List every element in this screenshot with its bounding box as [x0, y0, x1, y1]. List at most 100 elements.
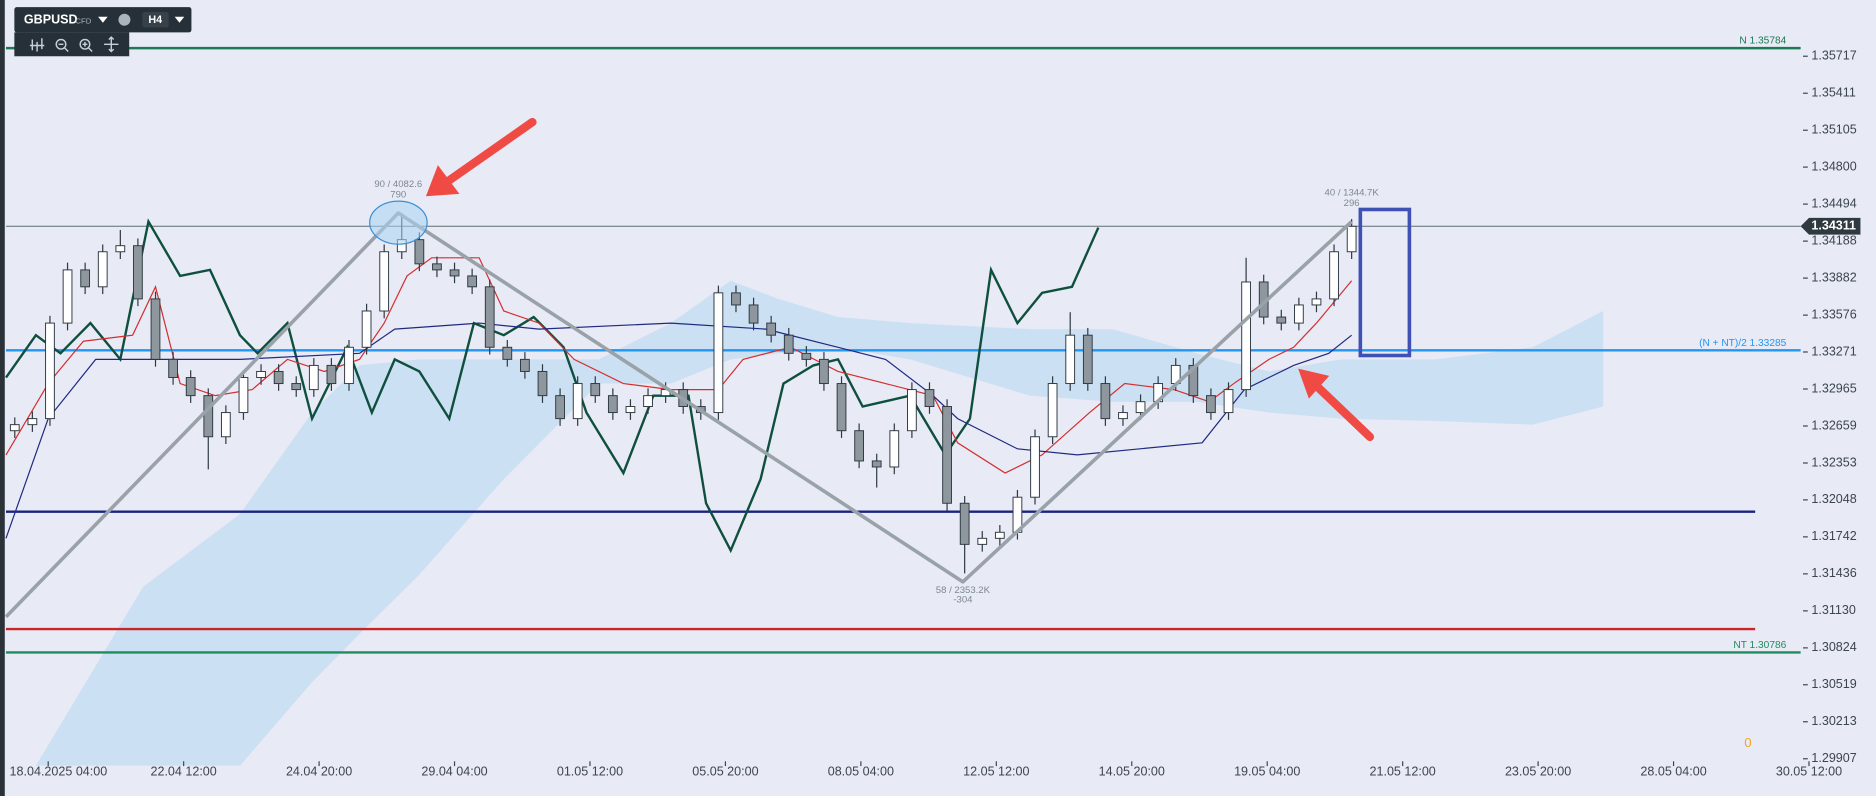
x-tick-label: 21.05 12:00: [1370, 764, 1436, 778]
y-tick-label: 1.35717: [1811, 49, 1856, 63]
y-tick-label: 1.33576: [1811, 307, 1856, 321]
candle-body: [133, 245, 143, 300]
candle-body: [520, 358, 530, 372]
dropdown[interactable]: [98, 16, 108, 23]
y-tick-label: 1.31436: [1811, 566, 1856, 580]
candle-body: [1188, 364, 1199, 397]
zoom-out-icon[interactable]: [58, 43, 69, 52]
toolbar-bottom: [14, 32, 130, 57]
y-tick-label: 1.29907: [1811, 751, 1856, 765]
candle-body: [502, 346, 513, 360]
candle-body: [1241, 281, 1251, 391]
candle-body: [783, 334, 794, 354]
y-tick-label: 1.33882: [1811, 270, 1856, 284]
candle-body: [379, 251, 390, 312]
candle-body: [1346, 225, 1357, 253]
y-tick-label: 1.32048: [1811, 492, 1856, 506]
y-tick-label: 1.34188: [1811, 233, 1856, 247]
candle-body: [467, 275, 478, 288]
x-tick-label: 30.05 12:00: [1776, 764, 1842, 778]
candle-body: [819, 358, 829, 385]
candle-body: [625, 406, 636, 414]
level-label: N 1.35784: [1739, 36, 1786, 47]
candle-body: [959, 502, 970, 545]
y-tick-label: 1.35105: [1811, 123, 1856, 137]
candle-body: [537, 370, 548, 397]
zoom-in-icon[interactable]: [79, 38, 91, 50]
candle-body: [150, 298, 161, 360]
price-tag: [1800, 217, 1861, 235]
x-tick-label: 14.05 20:00: [1099, 764, 1165, 778]
candle-body: [1082, 334, 1093, 385]
candle-body: [731, 292, 741, 306]
x-tick-label: 22.04 12:00: [151, 764, 217, 778]
y-tick-label: 1.34800: [1811, 159, 1856, 173]
candle-body: [907, 389, 917, 432]
zigzag-label: 40 / 1344.7K: [1325, 187, 1380, 198]
indicator-line: [5, 218, 1100, 554]
x-tick-label: 28.05 04:00: [1640, 764, 1706, 778]
y-tick-label: 1.32659: [1811, 418, 1856, 432]
candle-body: [590, 383, 601, 397]
candle-body: [45, 322, 55, 420]
candle-body: [1276, 316, 1287, 324]
candle-body: [1118, 412, 1128, 420]
pan-icon[interactable]: [104, 36, 119, 53]
y-tick-label: 1.30519: [1811, 677, 1856, 691]
zoom-in-icon[interactable]: [82, 41, 93, 52]
candle-body: [572, 383, 583, 420]
candle-body: [361, 310, 372, 348]
y-tick-label: 1.33271: [1811, 344, 1856, 358]
price-tag-label: 1.34311: [1811, 219, 1856, 233]
symbol[interactable]: GBPUSD: [24, 13, 78, 27]
candle-body: [27, 418, 38, 426]
zigzag-sublabel: -304: [953, 594, 973, 605]
timeframe[interactable]: H4: [148, 14, 162, 26]
x-tick-label: 05.05 20:00: [692, 764, 758, 778]
zoom-out-icon[interactable]: [55, 38, 67, 50]
info-icon[interactable]: [118, 13, 131, 26]
candle-body: [854, 430, 864, 462]
y-tick-label: 1.31130: [1811, 603, 1855, 617]
candle-body: [203, 395, 214, 438]
y-tick-label: 1.34494: [1811, 196, 1856, 210]
indicator-line: [5, 322, 1353, 539]
candle-body: [766, 322, 777, 336]
dropdown[interactable]: [174, 16, 185, 23]
level-label: NT 1.30786: [1733, 640, 1786, 651]
status-value: 0: [1744, 735, 1751, 750]
arrow: [425, 117, 537, 197]
candle-body: [97, 251, 108, 288]
highlight-rectangle: [1358, 207, 1412, 358]
candle-body: [889, 430, 900, 468]
y-tick-label: 1.30213: [1811, 714, 1856, 728]
x-tick-label: 19.05 04:00: [1234, 764, 1300, 778]
candle-body: [748, 304, 759, 324]
zigzag-sublabel: 790: [390, 190, 406, 201]
candle-body: [924, 389, 935, 408]
candle-body: [1100, 383, 1111, 420]
x-tick-label: 29.04 04:00: [421, 764, 487, 778]
candle-body: [115, 245, 126, 253]
x-tick-label: 12.05 12:00: [963, 764, 1029, 778]
candle-body: [9, 424, 20, 432]
candle-body: [713, 292, 724, 414]
x-tick-label: 18.04.2025 04:00: [10, 764, 108, 778]
timeframe-box[interactable]: [142, 11, 169, 28]
candle-body: [168, 358, 178, 378]
candle-body: [273, 370, 284, 385]
indicator-icon[interactable]: [29, 38, 45, 52]
level-label: (N + NT)/2 1.33285: [1699, 338, 1787, 349]
candle-body: [484, 286, 495, 348]
candle-body: [326, 364, 337, 385]
zigzag-line: [4, 211, 1353, 619]
candle-body: [1030, 436, 1040, 498]
highlight-circle: [369, 200, 428, 245]
candle-body: [432, 263, 442, 271]
candle-body: [977, 537, 988, 545]
zigzag-label: 58 / 2353.2K: [936, 585, 991, 596]
candle-body: [449, 269, 460, 277]
candle-body: [942, 406, 952, 504]
